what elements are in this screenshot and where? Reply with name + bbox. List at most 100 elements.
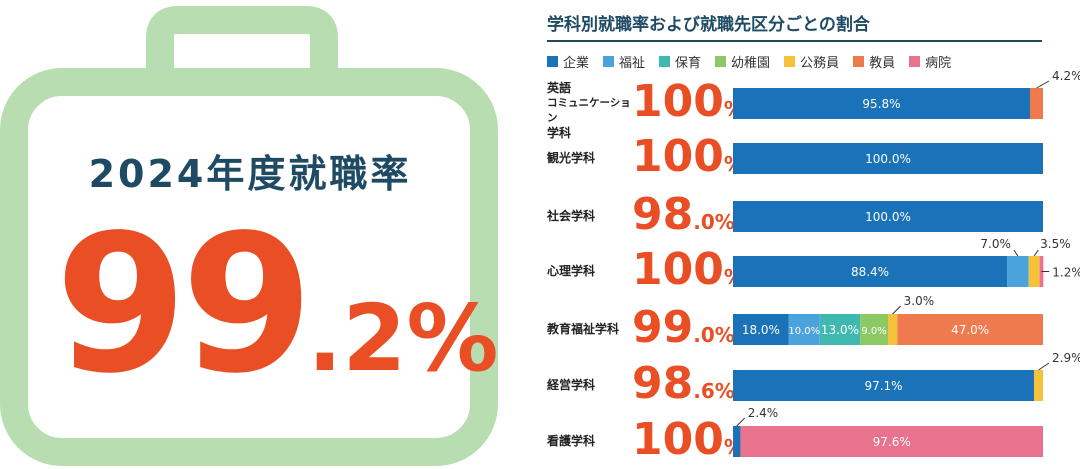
bar-value-label: 100.0%	[865, 210, 911, 224]
bar-segment	[788, 314, 820, 345]
row-label-line: コミュニケーション	[547, 97, 631, 124]
leader-line	[1033, 249, 1039, 257]
row-employment-rate: 98.6%	[632, 361, 735, 413]
legend-item: 公務員	[784, 52, 839, 71]
legend-swatch	[784, 56, 796, 67]
bar-segment	[733, 201, 1043, 232]
bar-value-label: 3.0%	[904, 294, 935, 308]
row-department-label: 看護学科	[547, 434, 637, 449]
overall-rate-decimal: .2%	[307, 285, 499, 392]
row-rate-decimal: .0%	[693, 322, 735, 347]
row-rate-integer: 100	[632, 243, 724, 295]
bar-value-label: 7.0%	[980, 237, 1011, 251]
row-rate-integer: 99	[632, 301, 694, 353]
bar-value-label: 3.5%	[1040, 237, 1071, 251]
bar-value-label: 10.0%	[788, 326, 820, 337]
row-rate-decimal: .0%	[693, 209, 735, 234]
chart-legend: 企業 福祉 保育 幼稚園 公務員 教員 病院	[547, 52, 951, 71]
leader-line	[1036, 80, 1050, 89]
bar-value-label: 2.9%	[1052, 351, 1080, 365]
bar-segment	[733, 426, 741, 457]
legend-item: 保育	[659, 52, 701, 71]
bar-segment	[1007, 256, 1029, 287]
row-department-label: 経営学科	[547, 378, 637, 393]
bar-value-label: 2.4%	[748, 406, 779, 420]
row-label-line: 看護学科	[547, 434, 596, 448]
legend-label: 企業	[563, 56, 590, 71]
legend-item: 教員	[853, 52, 895, 71]
bar-segment	[1028, 256, 1040, 287]
legend-swatch	[715, 56, 727, 67]
bar-segment	[733, 143, 1043, 174]
legend-item: 幼稚園	[715, 52, 770, 71]
legend-label: 保育	[675, 56, 702, 71]
suitcase-body	[0, 68, 498, 466]
row-rate-integer: 100	[632, 75, 724, 127]
legend-item: 病院	[909, 52, 951, 71]
legend-label: 病院	[925, 56, 952, 71]
bar-value-label: 100.0%	[865, 152, 911, 166]
row-label-line: 学科	[547, 126, 572, 140]
bar-segment	[819, 314, 861, 345]
legend-label: 幼稚園	[731, 56, 771, 71]
row-rate-integer: 100	[632, 130, 724, 182]
legend-item: 福祉	[603, 52, 645, 71]
row-rate-decimal: .6%	[693, 378, 735, 403]
bar-value-label: 4.2%	[1052, 69, 1080, 83]
bar-segment	[1029, 88, 1043, 119]
leader-line	[736, 417, 746, 427]
row-department-label: 社会学科	[547, 209, 637, 224]
bar-value-label: 18.0%	[742, 323, 780, 337]
bar-value-label: 9.0%	[861, 326, 886, 337]
overall-rate-integer: 99	[55, 194, 313, 415]
bar-segment	[733, 370, 1035, 401]
legend-swatch	[603, 56, 615, 67]
chart-title: 学科別就職率および就職先区分ごとの割合	[547, 15, 870, 35]
bar-segment	[733, 88, 1030, 119]
bar-value-label: 1.2%	[1052, 266, 1080, 280]
row-label-line: 教育福祉学科	[547, 322, 620, 336]
row-rate-integer: 98	[632, 188, 694, 240]
row-employment-rate: 100%	[632, 417, 744, 469]
row-label-line: 観光学科	[547, 151, 596, 165]
overall-rate-value: 99.2%	[55, 210, 499, 400]
bar-value-label: 88.4%	[851, 265, 889, 279]
legend-swatch	[659, 56, 671, 67]
row-label-line: 心理学科	[547, 264, 596, 278]
bar-segment	[733, 314, 789, 345]
bar-value-label: 97.6%	[873, 435, 911, 449]
bar-segment	[897, 314, 1043, 345]
suitcase-graphic	[0, 6, 498, 466]
bar-segment	[860, 314, 888, 345]
overall-rate-title: 2024年度就職率	[88, 152, 412, 196]
legend-swatch	[853, 56, 865, 67]
bar-value-label: 97.1%	[864, 379, 902, 393]
bar-segment	[740, 426, 1043, 457]
row-department-label: 教育福祉学科	[547, 322, 637, 337]
legend-swatch	[909, 56, 921, 67]
legend-swatch	[547, 56, 558, 67]
legend-label: 公務員	[800, 56, 840, 71]
row-label-line: 経営学科	[547, 378, 596, 392]
bar-value-label: 95.8%	[862, 97, 900, 111]
leader-line	[892, 305, 902, 315]
row-department-label: 観光学科	[547, 151, 637, 166]
leader-line	[1038, 362, 1050, 371]
bar-segment	[1034, 370, 1043, 401]
row-employment-rate: 98.0%	[632, 192, 735, 244]
row-department-label: 心理学科	[547, 264, 637, 279]
bar-segment	[888, 314, 898, 345]
row-employment-rate: 99.0%	[632, 305, 735, 357]
leader-line	[1013, 249, 1019, 257]
bar-segment	[733, 256, 1008, 287]
title-divider	[547, 40, 1042, 42]
legend-label: 福祉	[619, 56, 646, 71]
legend-item: 企業	[547, 52, 589, 71]
row-label-line: 英語	[547, 81, 572, 95]
row-rate-integer: 100	[632, 413, 724, 465]
suitcase-handle	[146, 6, 338, 76]
row-department-label: 英語コミュニケーション学科	[547, 81, 637, 141]
bar-value-label: 47.0%	[951, 323, 989, 337]
row-rate-integer: 98	[632, 357, 694, 409]
